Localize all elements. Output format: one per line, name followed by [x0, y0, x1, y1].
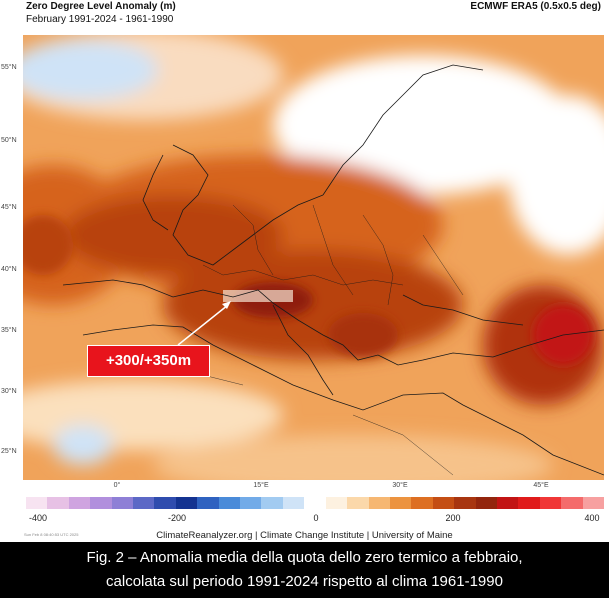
- caption-line-2: calcolata sul periodo 1991-2024 rispetto…: [106, 573, 503, 590]
- colorbar-tick-400: 400: [584, 513, 600, 523]
- colorbar-swatch: [347, 497, 369, 509]
- colorbar-swatch: [389, 497, 412, 509]
- lat-label-40: 40°N: [1, 266, 17, 273]
- lat-label-50: 50°N: [1, 137, 17, 144]
- colorbar-swatch: [133, 497, 155, 509]
- data-source-label: ECMWF ERA5 (0.5x0.5 deg): [470, 1, 601, 12]
- annotation-arrow: [177, 304, 229, 346]
- colorbar-tick-200: 200: [445, 513, 461, 523]
- colorbar-swatch: [197, 497, 219, 509]
- map-title: Zero Degree Level Anomaly (m): [26, 1, 176, 12]
- colorbar-tick-0: 0: [313, 513, 319, 523]
- credit-line: ClimateReanalyzer.org | Climate Change I…: [156, 530, 453, 541]
- lat-label-35: 35°N: [1, 327, 17, 334]
- lat-label-25: 25°N: [1, 448, 17, 455]
- anomaly-field-central-core: [163, 250, 463, 360]
- lon-label-45e: 45°E: [533, 482, 549, 489]
- colorbar-swatch: [432, 497, 455, 509]
- lon-label-15e: 15°E: [253, 482, 269, 489]
- colorbar-swatch: [539, 497, 562, 509]
- anomaly-field-ne-white: [508, 95, 604, 255]
- lon-label-30e: 30°E: [392, 482, 408, 489]
- map-subtitle: February 1991-2024 - 1961-1990: [26, 14, 174, 25]
- colorbar-swatch: [47, 497, 69, 509]
- anomaly-field-north-atlantic-blue: [23, 40, 158, 100]
- caption-line-1: Fig. 2 – Anomalia media della quota dell…: [86, 549, 523, 566]
- anomaly-field-carpathians-peak: [328, 313, 398, 357]
- render-timestamp: Sun Feb 8 08:40:53 UTC 2025: [24, 532, 79, 537]
- chart-header: Zero Degree Level Anomaly (m) February 1…: [0, 0, 609, 30]
- colorbar-swatch: [475, 497, 497, 509]
- anomaly-field-africa-blue: [53, 425, 113, 465]
- colorbar-swatch: [561, 497, 583, 509]
- lat-label-55: 55°N: [1, 64, 17, 71]
- lat-label-45: 45°N: [1, 204, 17, 211]
- colorbar-swatch: [175, 497, 198, 509]
- colorbar-tick-minus400: -400: [28, 513, 48, 523]
- colorbar-swatch: [518, 497, 540, 509]
- anomaly-map: [23, 35, 604, 480]
- colorbar-swatch: [154, 497, 176, 509]
- colorbar-swatch: [582, 497, 604, 509]
- colorbar-swatch: [325, 497, 348, 509]
- colorbar-swatch: [496, 497, 519, 509]
- colorbar-swatch: [261, 497, 283, 509]
- anomaly-field-atlantic-peak: [23, 215, 73, 275]
- annotation-arrowhead: [222, 301, 231, 309]
- colorbar-swatch: [411, 497, 433, 509]
- colorbar-swatch: [68, 497, 91, 509]
- colorbar-swatch: [111, 497, 134, 509]
- anomaly-field-south-light: [153, 435, 553, 480]
- colorbar: [26, 497, 604, 509]
- colorbar-swatch: [368, 497, 390, 509]
- colorbar-swatch: [90, 497, 112, 509]
- lat-label-30: 30°N: [1, 388, 17, 395]
- colorbar-swatch: [218, 497, 241, 509]
- anomaly-annotation-label: +300/+350m: [87, 345, 210, 377]
- colorbar-swatch: [304, 497, 326, 509]
- alps-anomaly-patch: [223, 290, 293, 302]
- lon-label-0: 0°: [113, 482, 121, 489]
- colorbar-swatch: [240, 497, 262, 509]
- colorbar-swatch: [282, 497, 305, 509]
- colorbar-swatch: [26, 497, 48, 509]
- coastlines: [62, 64, 604, 476]
- colorbar-swatch: [454, 497, 476, 509]
- colorbar-tick-minus200: -200: [167, 513, 187, 523]
- figure-caption: Fig. 2 – Anomalia media della quota dell…: [0, 542, 609, 598]
